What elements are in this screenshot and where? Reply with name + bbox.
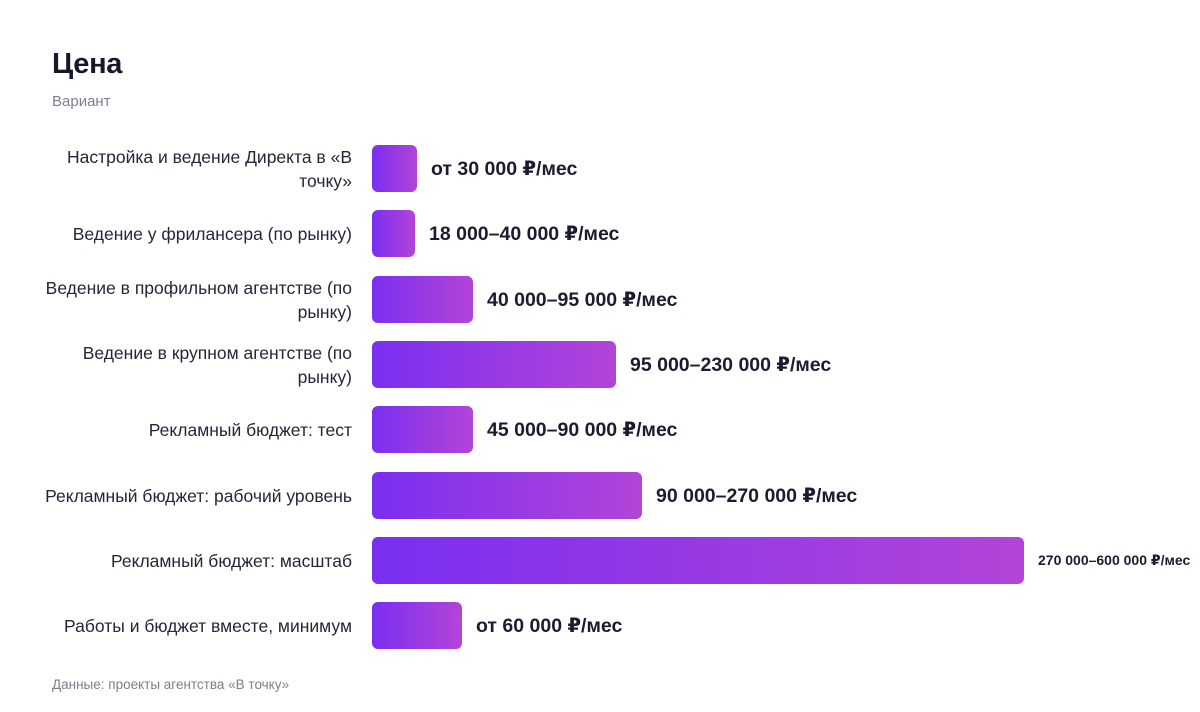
bar <box>372 406 473 453</box>
bar-row: Рекламный бюджет: рабочий уровень 90 000–… <box>0 472 1200 519</box>
category-label: Ведение в профильном агентстве (по рынку… <box>45 277 352 322</box>
value-label: 45 000–90 000 ₽/мес <box>487 418 678 441</box>
category-label: Настройка и ведение Директа в «В точку» <box>67 146 352 191</box>
chart-subtitle: Вариант <box>52 93 111 110</box>
value-label: 270 000–600 000 ₽/мес <box>1038 552 1191 568</box>
bar <box>372 537 1024 584</box>
bar-row: Ведение в профильном агентстве (по рынку… <box>0 276 1200 323</box>
category-label: Рекламный бюджет: рабочий уровень <box>45 485 352 506</box>
value-label: от 30 000 ₽/мес <box>431 157 578 180</box>
value-label: 95 000–230 000 ₽/мес <box>630 353 832 376</box>
bar <box>372 145 417 192</box>
bar <box>372 341 616 388</box>
bar <box>372 276 473 323</box>
bar <box>372 210 415 257</box>
category-label: Работы и бюджет вместе, минимум <box>64 615 352 636</box>
category-label: Рекламный бюджет: тест <box>148 419 352 440</box>
category-label: Ведение у фрилансера (по рынку) <box>72 223 352 244</box>
category-label: Ведение в крупном агентстве (по рынку) <box>82 342 352 387</box>
value-label: от 60 000 ₽/мес <box>476 614 623 637</box>
value-label: 18 000–40 000 ₽/мес <box>429 222 620 245</box>
value-label: 40 000–95 000 ₽/мес <box>487 288 678 311</box>
bar-row: Работы и бюджет вместе, минимум от 60 000… <box>0 602 1200 649</box>
value-label: 90 000–270 000 ₽/мес <box>656 484 858 507</box>
bar <box>372 602 462 649</box>
chart-title: Цена <box>52 48 123 80</box>
bar-row: Ведение у фрилансера (по рынку) 18 000–40… <box>0 210 1200 257</box>
bar-row: Настройка и ведение Директа в «В точку» о… <box>0 145 1200 192</box>
chart-source-note: Данные: проекты агентства «В точку» <box>52 677 290 692</box>
category-label: Рекламный бюджет: масштаб <box>110 550 352 571</box>
bar <box>372 472 642 519</box>
bar-row: Рекламный бюджет: тест 45 000–90 000 ₽/ме… <box>0 406 1200 453</box>
bar-row: Рекламный бюджет: масштаб 270 000–600 000… <box>0 537 1200 584</box>
bar-row: Ведение в крупном агентстве (по рынку) 95… <box>0 341 1200 388</box>
